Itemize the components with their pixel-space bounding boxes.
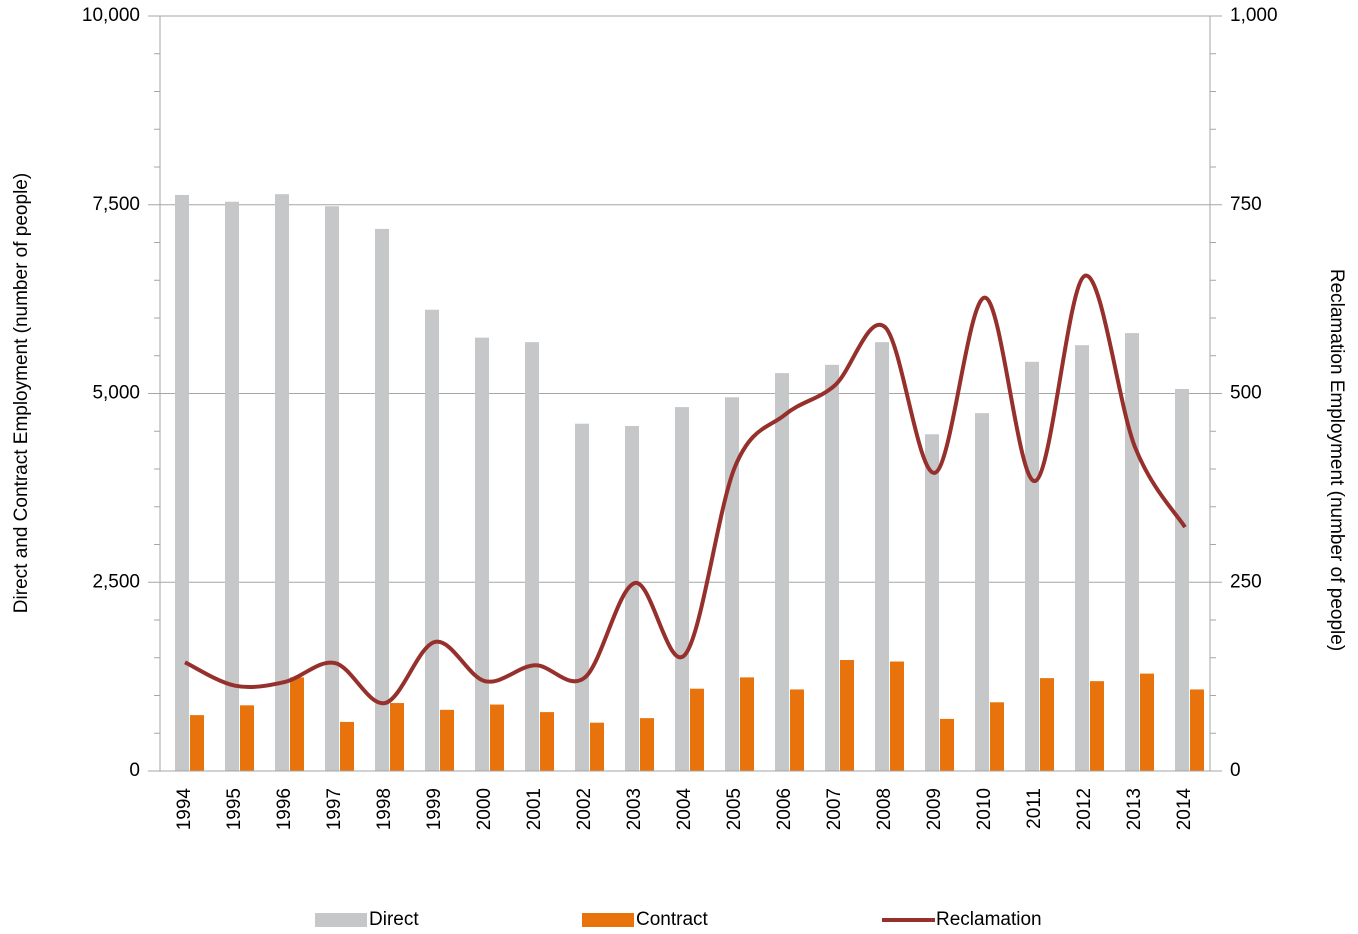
bar — [1140, 673, 1154, 771]
bar — [540, 712, 554, 771]
bar — [175, 194, 189, 771]
bar — [490, 704, 504, 771]
y2-tick-label: 1,000 — [1230, 5, 1278, 26]
x-tick-label: 1995 — [224, 788, 245, 830]
x-tick-label: 2011 — [1024, 788, 1045, 829]
legend-label: Contract — [636, 909, 709, 930]
bar — [475, 337, 489, 771]
bar — [775, 373, 789, 771]
legend-label: Reclamation — [936, 909, 1042, 930]
bar — [390, 703, 404, 771]
bar — [575, 423, 589, 771]
y-tick-label: 10,000 — [82, 5, 140, 26]
bar — [990, 702, 1004, 771]
y2-axis-label: Reclamation Employment (number of people… — [1326, 269, 1347, 651]
bar — [840, 660, 854, 771]
y2-tick-label: 750 — [1230, 194, 1262, 215]
x-tick-label: 1997 — [324, 788, 345, 830]
bar — [290, 677, 304, 771]
bar — [675, 407, 689, 771]
x-tick-label: 2010 — [974, 788, 995, 830]
x-tick-label: 1996 — [274, 788, 295, 830]
bar — [440, 709, 454, 771]
bar — [190, 715, 204, 771]
x-tick-label: 2003 — [624, 788, 645, 830]
x-tick-label: 2001 — [524, 788, 545, 830]
x-tick-label: 1998 — [374, 788, 395, 830]
y-tick-label: 5,000 — [92, 383, 140, 404]
bar — [1090, 681, 1104, 771]
bar — [690, 688, 704, 771]
x-tick-label: 1994 — [174, 788, 195, 831]
x-tick-label: 2002 — [574, 788, 595, 830]
bar — [890, 661, 904, 771]
bar — [1040, 678, 1054, 771]
x-tick-label: 2005 — [724, 788, 745, 830]
y2-tick-label: 500 — [1230, 383, 1262, 404]
legend-swatch — [315, 913, 367, 927]
bar — [590, 722, 604, 771]
bar — [325, 206, 339, 771]
x-tick-label: 2012 — [1074, 788, 1095, 830]
bar — [240, 705, 254, 771]
y-tick-label: 0 — [129, 760, 140, 781]
x-tick-label: 2008 — [874, 788, 895, 830]
bar — [225, 201, 239, 772]
y2-tick-label: 250 — [1230, 571, 1262, 592]
y-tick-label: 7,500 — [92, 194, 140, 215]
bar — [375, 228, 389, 771]
bar — [790, 689, 804, 771]
bar — [940, 718, 954, 771]
y2-tick-label: 0 — [1230, 760, 1241, 781]
bar — [625, 425, 639, 771]
legend-label: Direct — [369, 909, 419, 930]
x-tick-label: 2009 — [924, 788, 945, 830]
y-tick-label: 2,500 — [92, 571, 140, 592]
bar — [975, 413, 989, 771]
bar — [340, 721, 354, 771]
bar — [640, 718, 654, 771]
bar — [1125, 333, 1139, 771]
bar — [825, 364, 839, 771]
x-tick-label: 2014 — [1174, 788, 1195, 831]
x-tick-label: 1999 — [424, 788, 445, 830]
x-tick-label: 2013 — [1124, 788, 1145, 830]
x-tick-label: 2006 — [774, 788, 795, 830]
bar — [740, 677, 754, 771]
bar — [1025, 361, 1039, 771]
line — [184, 273, 1187, 706]
legend-swatch — [582, 913, 634, 927]
bar — [275, 194, 289, 771]
x-tick-label: 2007 — [824, 788, 845, 830]
y-axis-label: Direct and Contract Employment (number o… — [11, 173, 32, 613]
x-tick-label: 2004 — [674, 788, 695, 831]
bar — [1075, 345, 1089, 771]
bar — [1190, 689, 1204, 771]
bar — [925, 434, 939, 771]
x-tick-label: 2000 — [474, 788, 495, 830]
bar — [425, 309, 439, 771]
bar — [525, 342, 539, 771]
bar — [725, 397, 739, 771]
bar — [875, 342, 889, 771]
bar — [1175, 388, 1189, 771]
